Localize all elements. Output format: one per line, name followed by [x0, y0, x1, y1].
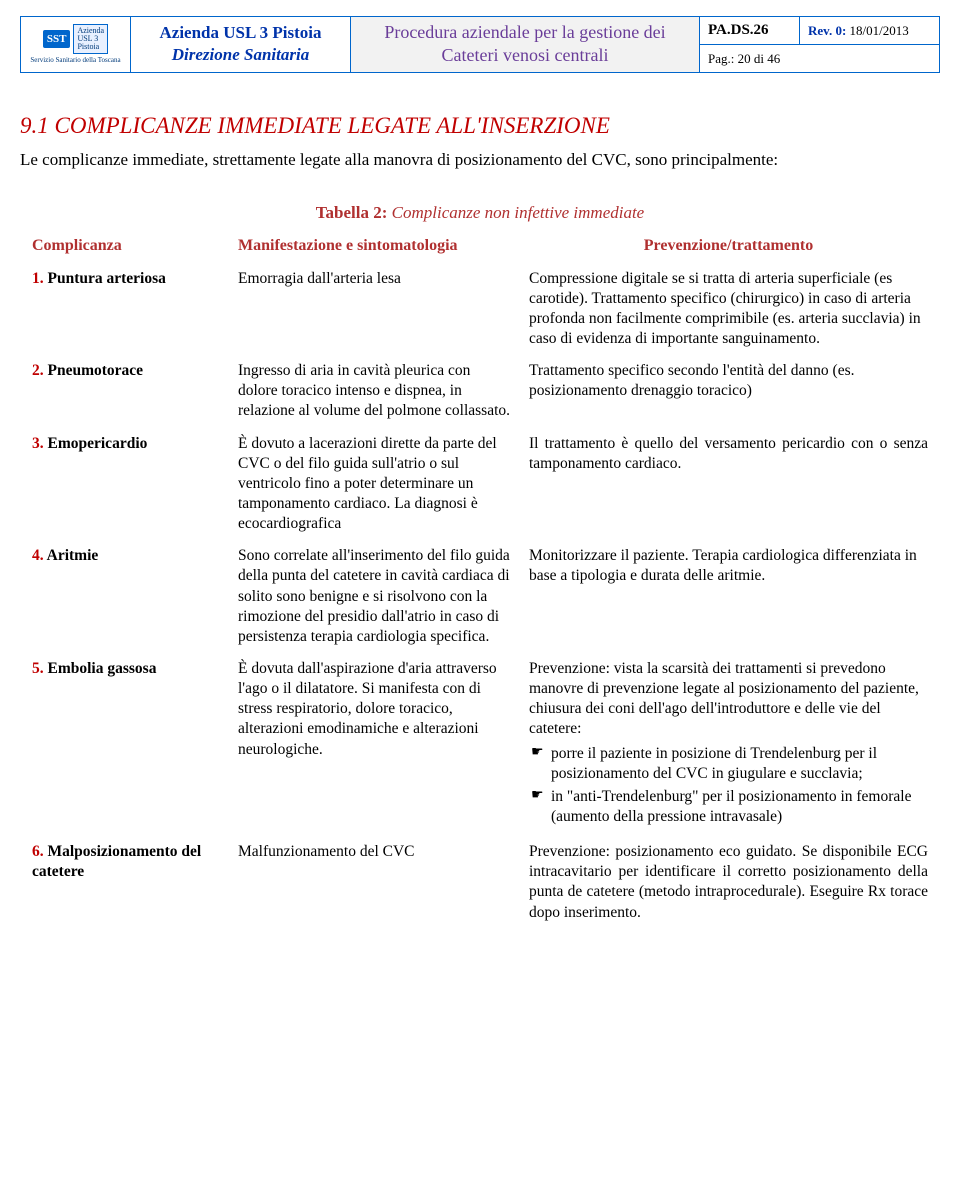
complication-name: 4. Aritmie [26, 542, 226, 651]
table-row: 5. Embolia gassosaÈ dovuta dall'aspirazi… [26, 655, 934, 834]
col-header-complicanza: Complicanza [26, 232, 226, 261]
manifestation-text: Ingresso di aria in cavità pleurica con … [232, 357, 517, 425]
complication-name: 6. Malposizionamento del catetere [26, 838, 226, 927]
rev-label: Rev. 0: [808, 23, 846, 38]
table-row: 3. EmopericardioÈ dovuto a lacerazioni d… [26, 430, 934, 539]
complication-name: 2. Pneumotorace [26, 357, 226, 425]
prevention-text: Trattamento specifico secondo l'entità d… [523, 357, 934, 425]
complication-name: 5. Embolia gassosa [26, 655, 226, 834]
page: SST Azienda USL 3 Pistoia Servizio Sanit… [0, 0, 960, 947]
logo-line3: Pistoia [77, 42, 99, 51]
prevention-text: Compressione digitale se si tratta di ar… [523, 265, 934, 354]
table-row: 2. PneumotoraceIngresso di aria in cavit… [26, 357, 934, 425]
doc-revision: Rev. 0: 18/01/2013 [800, 17, 940, 45]
manifestation-text: Malfunzionamento del CVC [232, 838, 517, 927]
org-dept: Direzione Sanitaria [172, 45, 309, 64]
logo-small-box: Azienda USL 3 Pistoia [73, 24, 108, 54]
prevention-text: Il trattamento è quello del versamento p… [523, 430, 934, 539]
logo: SST Azienda USL 3 Pistoia Servizio Sanit… [29, 24, 122, 64]
bullet-item: in "anti-Trendelenburg" per il posiziona… [529, 787, 928, 827]
manifestation-text: Emorragia dall'arteria lesa [232, 265, 517, 354]
prevention-text: Prevenzione: posizionamento eco guidato.… [523, 838, 934, 927]
manifestation-text: È dovuta dall'aspirazione d'aria attrave… [232, 655, 517, 834]
page-number: Pag.: 20 di 46 [700, 45, 940, 72]
doc-title-line2: Cateteri venosi centrali [442, 45, 609, 65]
organization-cell: Azienda USL 3 Pistoia Direzione Sanitari… [131, 17, 351, 73]
rev-date: 18/01/2013 [850, 23, 909, 38]
table-row: 1. Puntura arteriosaEmorragia dall'arter… [26, 265, 934, 354]
prevention-text: Prevenzione: vista la scarsità dei tratt… [523, 655, 934, 834]
complication-name: 1. Puntura arteriosa [26, 265, 226, 354]
doc-title-line1: Procedura aziendale per la gestione dei [384, 22, 665, 42]
doc-code: PA.DS.26 [700, 17, 800, 45]
complication-name: 3. Emopericardio [26, 430, 226, 539]
caption-prefix: Tabella 2: [316, 203, 392, 222]
col-header-prevenzione: Prevenzione/trattamento [523, 232, 934, 261]
complications-table: Tabella 2: Complicanze non infettive imm… [20, 194, 940, 931]
section-intro: Le complicanze immediate, strettamente l… [20, 149, 940, 172]
table-row: 6. Malposizionamento del catetereMalfunz… [26, 838, 934, 927]
prevention-bullets: porre il paziente in posizione di Trende… [529, 744, 928, 828]
logo-cell: SST Azienda USL 3 Pistoia Servizio Sanit… [21, 17, 131, 73]
table-row: 4. AritmieSono correlate all'inserimento… [26, 542, 934, 651]
manifestation-text: È dovuto a lacerazioni dirette da parte … [232, 430, 517, 539]
prevention-text: Monitorizzare il paziente. Terapia cardi… [523, 542, 934, 651]
bullet-item: porre il paziente in posizione di Trende… [529, 744, 928, 784]
document-header: SST Azienda USL 3 Pistoia Servizio Sanit… [20, 16, 940, 73]
manifestation-text: Sono correlate all'inserimento del filo … [232, 542, 517, 651]
section-title: 9.1 COMPLICANZE IMMEDIATE LEGATE ALL'INS… [20, 113, 940, 139]
doc-title-cell: Procedura aziendale per la gestione dei … [351, 17, 700, 73]
col-header-manifestazione: Manifestazione e sintomatologia [232, 232, 517, 261]
logo-sst-badge: SST [43, 30, 71, 48]
table-caption: Tabella 2: Complicanze non infettive imm… [26, 198, 934, 228]
org-name: Azienda USL 3 Pistoia [160, 23, 322, 42]
logo-subtitle: Servizio Sanitario della Toscana [30, 56, 120, 64]
caption-text: Complicanze non infettive immediate [392, 203, 645, 222]
